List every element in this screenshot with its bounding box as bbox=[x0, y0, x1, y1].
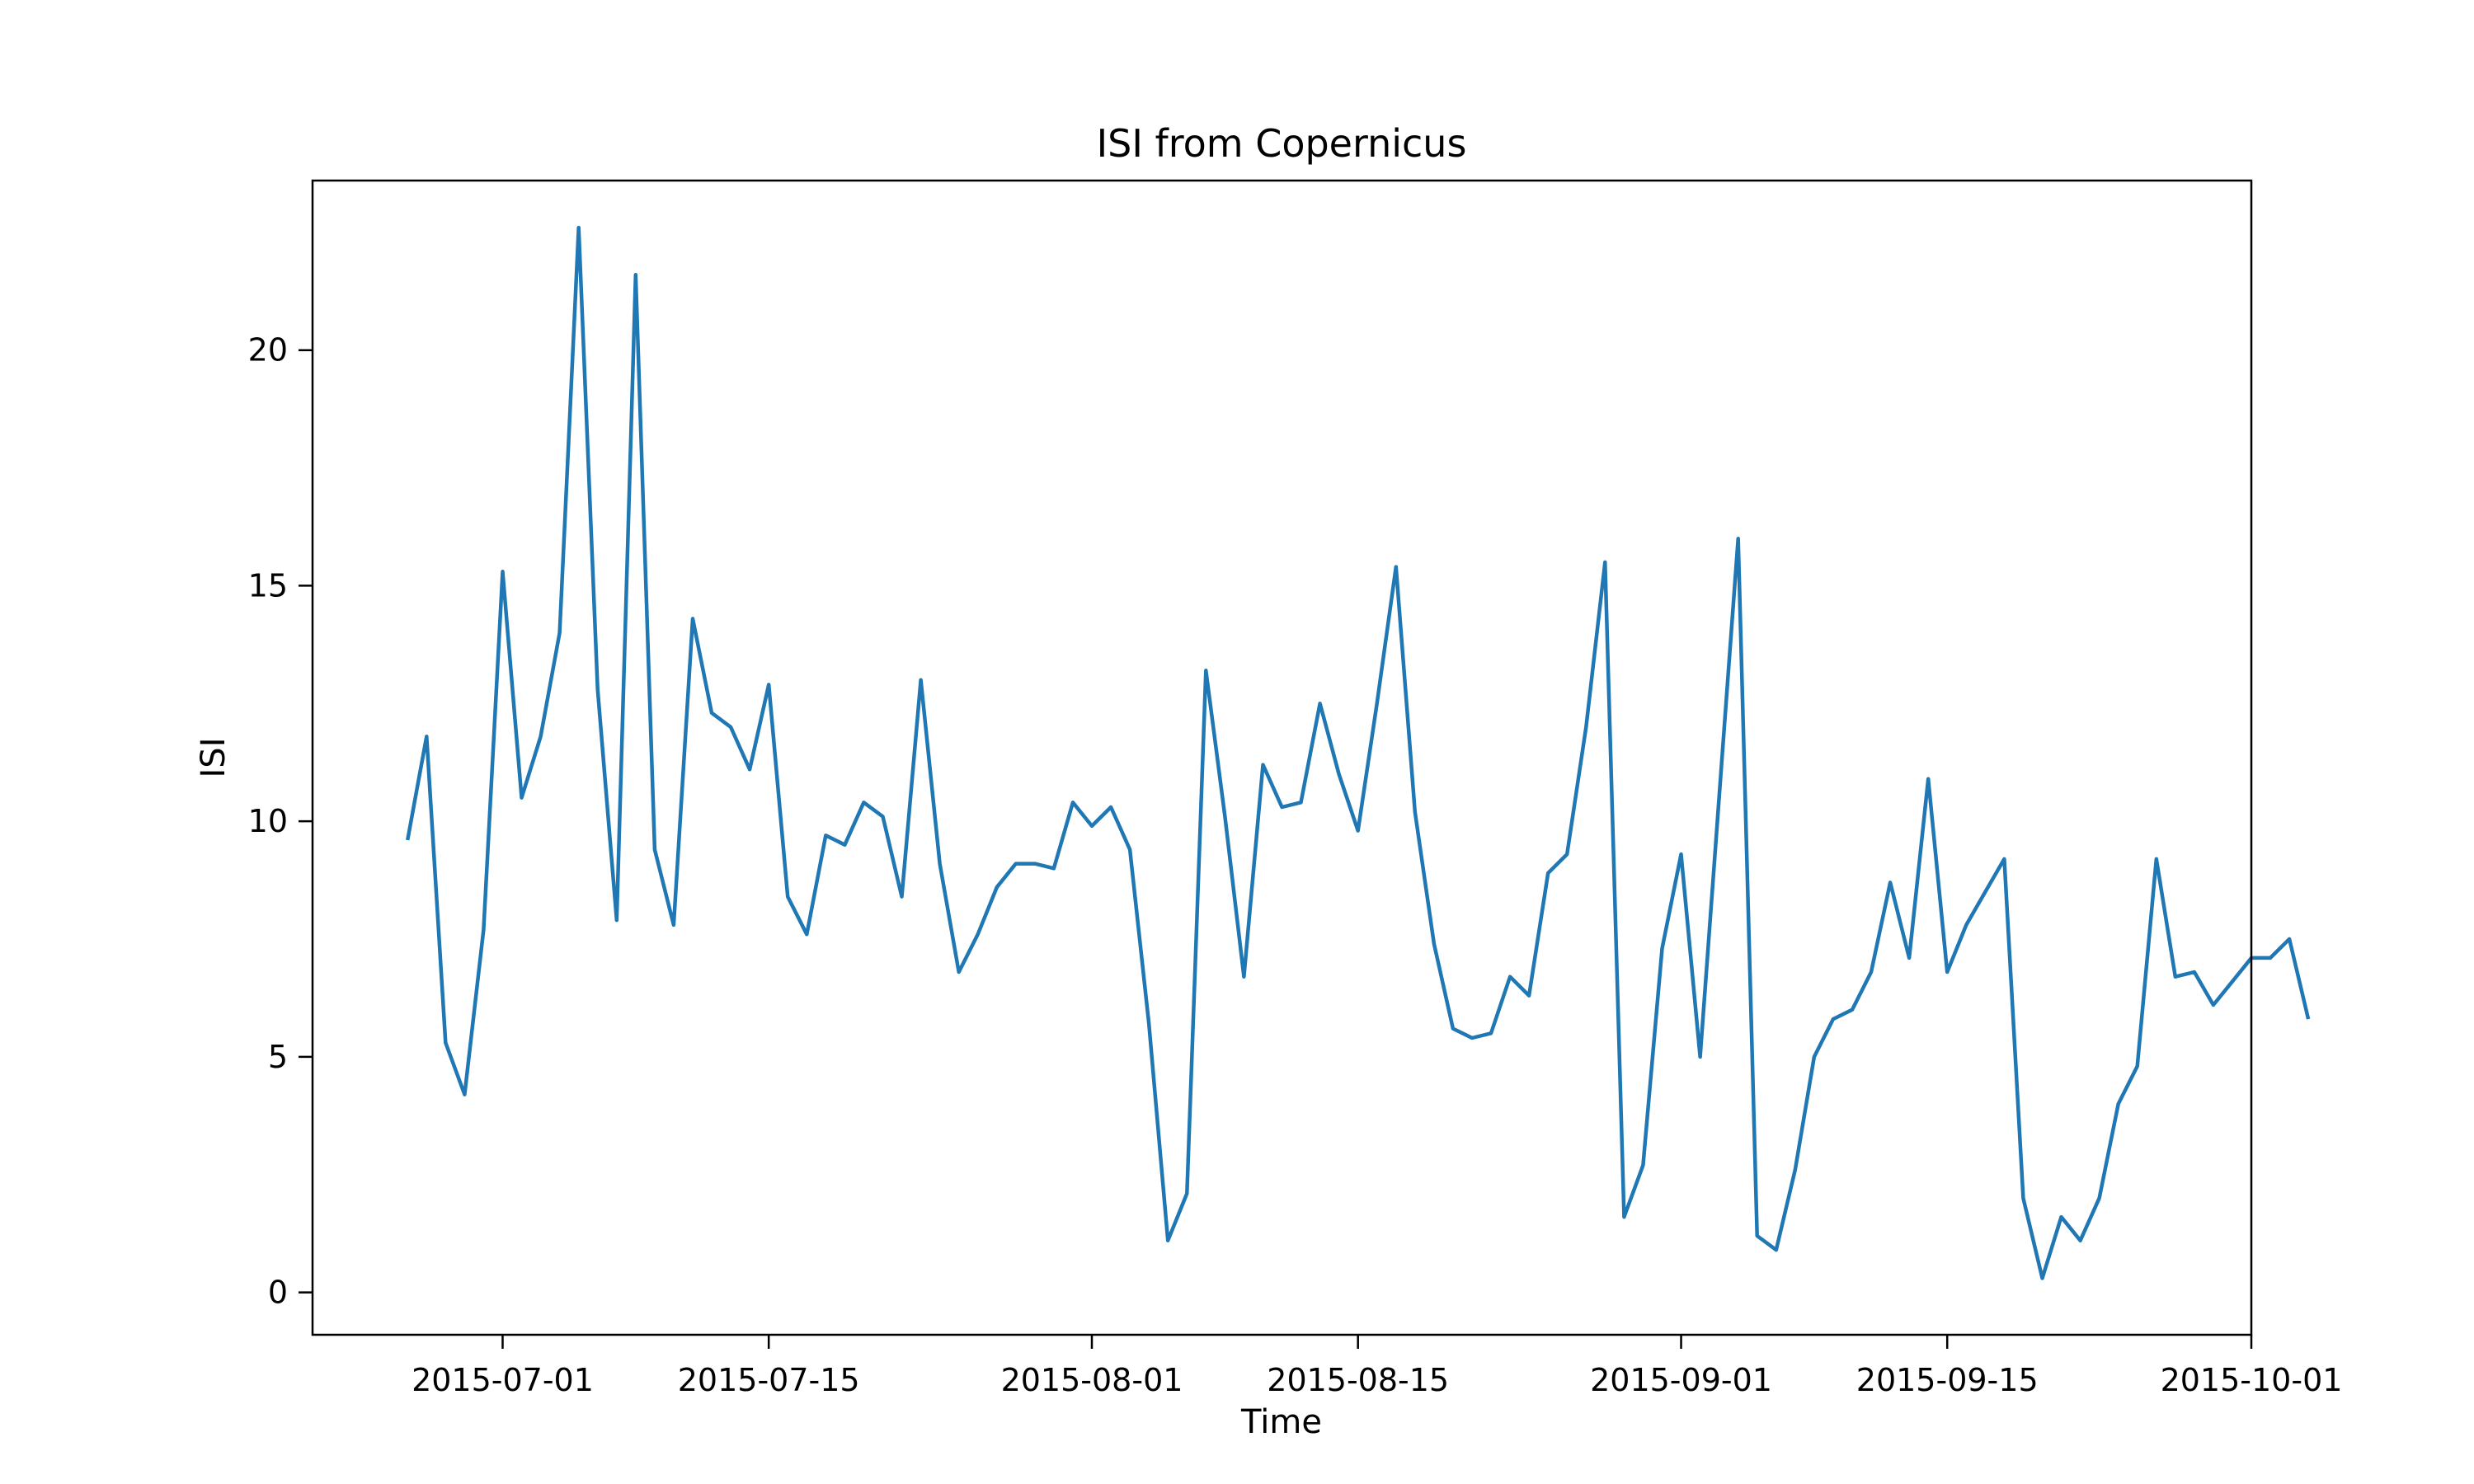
y-axis-label: ISI bbox=[195, 738, 233, 778]
x-axis: 2015-07-01 2015-07-15 2015-08-01 2015-08-15… bbox=[412, 1335, 2342, 1398]
x-tick-label: 2015-07-01 bbox=[412, 1362, 594, 1398]
x-tick-label: 2015-07-15 bbox=[678, 1362, 860, 1398]
x-tick-label: 2015-09-01 bbox=[1590, 1362, 1772, 1398]
x-tick-label: 2015-08-01 bbox=[1001, 1362, 1183, 1398]
y-tick-label: 15 bbox=[248, 567, 288, 603]
y-tick-label: 20 bbox=[248, 332, 288, 369]
chart-title: ISI from Copernicus bbox=[1097, 121, 1467, 166]
y-tick-label: 10 bbox=[248, 803, 288, 839]
x-axis-label: Time bbox=[1240, 1403, 1322, 1441]
x-tick-label: 2015-09-15 bbox=[1856, 1362, 2039, 1398]
x-tick-label: 2015-08-15 bbox=[1267, 1362, 1449, 1398]
x-tick-label: 2015-10-01 bbox=[2161, 1362, 2343, 1398]
y-tick-label: 0 bbox=[268, 1275, 288, 1311]
axes-frame bbox=[311, 179, 2253, 1336]
series-line bbox=[405, 225, 2311, 1280]
y-tick-label: 5 bbox=[268, 1039, 288, 1075]
y-axis: 0 5 10 15 20 bbox=[248, 332, 313, 1311]
series-layer bbox=[405, 225, 2311, 1280]
